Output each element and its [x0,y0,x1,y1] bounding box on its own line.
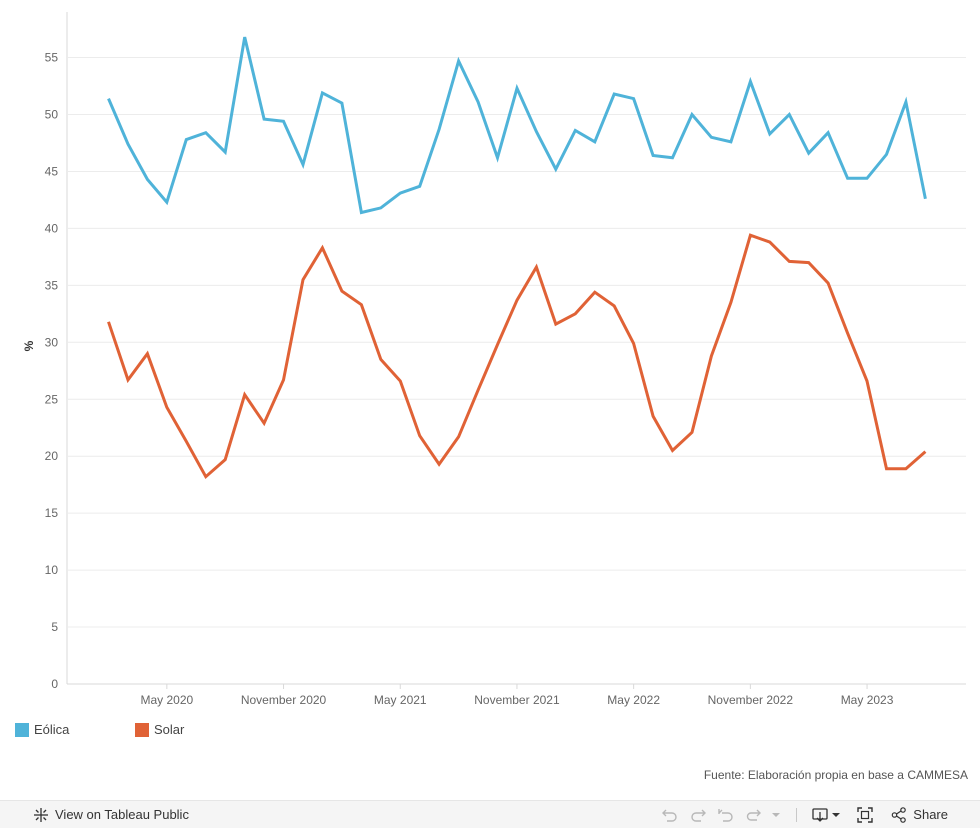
y-tick-label: 15 [45,506,59,520]
share-label: Share [913,807,948,822]
toolbar-divider [796,807,798,822]
x-tick-label: May 2022 [607,693,660,707]
y-tick-label: 0 [51,677,58,691]
y-tick-label: 25 [45,392,59,406]
view-on-tableau-label: View on Tableau Public [55,807,189,822]
tableau-logo-icon [34,807,48,822]
undo-icon[interactable] [656,804,684,826]
view-on-tableau-button[interactable]: View on Tableau Public [33,807,189,823]
y-tick-label: 50 [45,108,59,122]
x-tick-label: May 2023 [841,693,894,707]
legend-item-solar[interactable]: Solar [135,722,255,737]
x-axis-ticks: May 2020 November 2020 May 2021 November 20… [140,684,894,707]
x-tick-label: November 2020 [241,693,327,707]
x-tick-label: May 2021 [374,693,427,707]
tableau-toolbar: View on Tableau Public [0,800,980,828]
y-tick-label: 55 [45,51,59,65]
share-button[interactable]: Share [891,806,948,823]
series-lines [107,36,927,480]
legend-item-eolica[interactable]: Eólica [15,722,135,737]
y-tick-label: 30 [45,335,59,349]
refresh-icon[interactable] [740,804,768,826]
series-line-eolica[interactable] [107,36,927,215]
y-axis-ticks: 0 5 10 15 20 25 30 35 40 45 50 55 [45,51,59,691]
y-tick-label: 10 [45,563,59,577]
x-tick-label: May 2020 [140,693,193,707]
y-tick-label: 45 [45,164,59,178]
refresh-dropdown-icon[interactable] [768,804,784,826]
x-tick-label: November 2021 [474,693,560,707]
y-axis-title: % [22,340,36,351]
redo-icon[interactable] [684,804,712,826]
revert-icon[interactable] [712,804,740,826]
source-note: Fuente: Elaboración propia en base a CAM… [703,768,968,782]
y-tick-label: 20 [45,449,59,463]
y-tick-label: 35 [45,278,59,292]
x-tick-label: November 2022 [708,693,794,707]
gridlines [66,12,966,685]
line-chart: 0 5 10 15 20 25 30 35 40 45 50 55 May 2020 November … [22,12,966,707]
legend-label-solar: Solar [154,722,185,737]
legend-label-eolica: Eólica [34,722,70,737]
y-tick-label: 5 [51,620,58,634]
fullscreen-icon[interactable] [851,804,879,826]
legend-swatch-eolica [15,722,29,737]
y-tick-label: 40 [45,221,59,235]
series-line-solar[interactable] [107,233,927,480]
share-icon [891,806,907,823]
download-icon[interactable] [809,804,843,826]
legend: Eólica Solar [15,722,255,737]
legend-swatch-solar [135,722,149,737]
